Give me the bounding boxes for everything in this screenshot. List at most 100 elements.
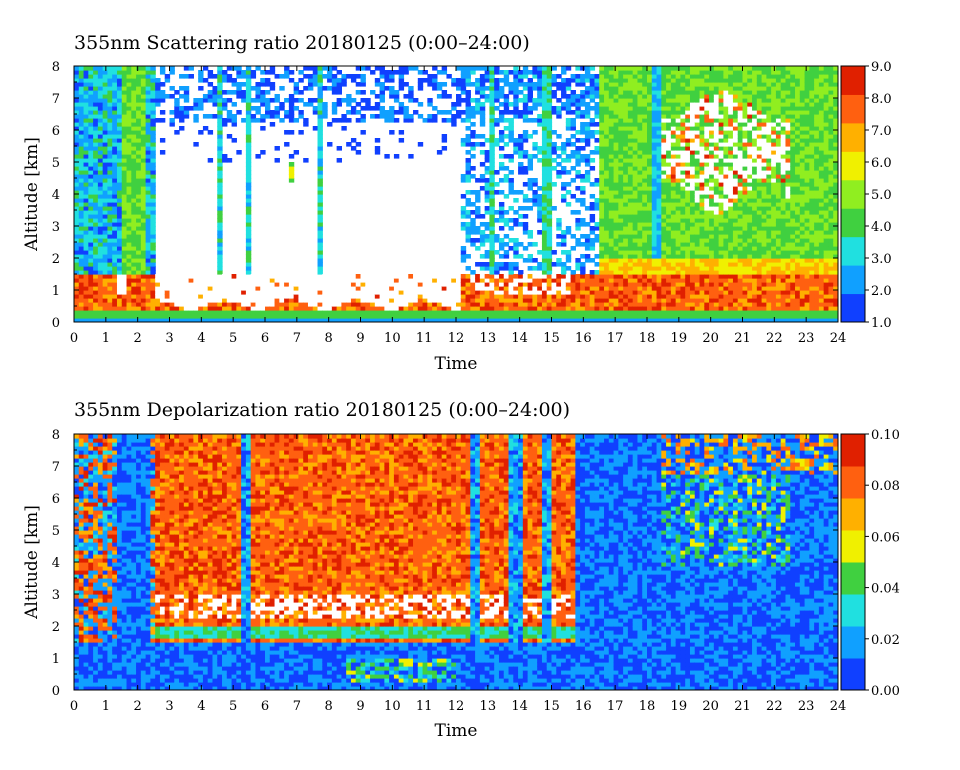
heatmap-cell <box>604 254 610 259</box>
heatmap-cell <box>413 302 419 307</box>
heatmap-cell <box>93 218 99 223</box>
heatmap-cell <box>522 114 529 119</box>
heatmap-cell <box>97 318 104 322</box>
heatmap-cell <box>580 78 586 83</box>
heatmap-cell <box>589 230 596 235</box>
heatmap-cell <box>97 70 104 75</box>
heatmap-cell <box>575 74 581 79</box>
heatmap-cell <box>116 274 123 279</box>
heatmap-cell <box>604 230 610 235</box>
heatmap-cell <box>694 290 701 295</box>
heatmap-cell <box>541 270 548 275</box>
heatmap-cell <box>599 310 605 315</box>
heatmap-cell <box>532 290 538 295</box>
heatmap-cell <box>126 134 132 139</box>
heatmap-cell <box>513 222 519 227</box>
heatmap-cell <box>131 294 137 299</box>
heatmap-cell <box>489 70 495 75</box>
heatmap-cell <box>527 178 533 183</box>
heatmap-cell <box>637 70 643 75</box>
heatmap-cell <box>680 250 686 255</box>
heatmap-cell <box>436 302 443 307</box>
heatmap-cell <box>604 74 610 79</box>
heatmap-cell <box>126 150 132 155</box>
heatmap-cell <box>642 302 648 307</box>
heatmap-cell <box>255 106 261 111</box>
heatmap-cell <box>145 250 151 255</box>
heatmap-cell <box>269 286 276 291</box>
heatmap-cell <box>527 230 533 235</box>
heatmap-cell <box>250 294 257 299</box>
heatmap-cell <box>503 294 510 299</box>
heatmap-cell <box>336 298 342 303</box>
heatmap-cell <box>479 150 486 155</box>
heatmap-cell <box>398 274 405 279</box>
heatmap-cell <box>97 250 104 255</box>
heatmap-cell <box>608 70 615 75</box>
heatmap-cell <box>599 234 605 239</box>
heatmap-cell <box>689 314 696 319</box>
heatmap-cell <box>618 70 624 75</box>
heatmap-cell <box>97 170 104 175</box>
heatmap-cell <box>570 306 576 311</box>
heatmap-cell <box>159 290 166 295</box>
heatmap-cell <box>647 302 653 307</box>
heatmap-cell <box>522 290 529 295</box>
heatmap-cell <box>685 242 691 247</box>
heatmap-cell <box>460 82 467 87</box>
heatmap-cell <box>479 174 486 179</box>
heatmap-cell <box>107 126 113 131</box>
heatmap-cell <box>580 82 586 87</box>
heatmap-cell <box>489 82 495 87</box>
heatmap-cell <box>360 90 366 95</box>
heatmap-cell <box>116 198 123 203</box>
heatmap-cell <box>140 78 147 83</box>
heatmap-cell <box>484 274 491 279</box>
heatmap-cell <box>112 86 118 91</box>
heatmap-cell <box>460 110 467 115</box>
heatmap-cell <box>198 70 204 75</box>
heatmap-cell <box>107 270 113 275</box>
heatmap-cell <box>136 314 142 319</box>
heatmap-cell <box>484 262 491 267</box>
heatmap-cell <box>150 102 156 107</box>
heatmap-cell <box>174 302 180 307</box>
heatmap-cell <box>498 102 505 107</box>
heatmap-cell <box>632 86 639 91</box>
heatmap-cell <box>647 162 653 167</box>
heatmap-cell <box>498 294 505 299</box>
heatmap-cell <box>489 126 495 131</box>
heatmap-cell <box>245 194 252 199</box>
heatmap-cell <box>346 310 352 315</box>
heatmap-cell <box>623 202 629 207</box>
heatmap-cell <box>112 166 118 171</box>
heatmap-cell <box>346 118 352 123</box>
heatmap-cell <box>680 254 686 259</box>
heatmap-cell <box>126 158 132 163</box>
heatmap-cell <box>546 194 553 199</box>
heatmap-cell <box>508 246 514 251</box>
heatmap-cell <box>685 246 691 251</box>
heatmap-cell <box>327 70 333 75</box>
heatmap-cell <box>97 142 104 147</box>
heatmap-cell <box>551 182 557 187</box>
heatmap-cell <box>159 98 166 103</box>
heatmap-cell <box>689 74 696 79</box>
heatmap-cell <box>102 190 109 195</box>
heatmap-cell <box>179 310 185 315</box>
heatmap-cell <box>346 282 352 287</box>
heatmap-cell <box>317 86 323 91</box>
heatmap-cell <box>599 214 605 219</box>
heatmap-cell <box>293 98 300 103</box>
heatmap-cell <box>465 210 471 215</box>
heatmap-cell <box>561 314 567 319</box>
heatmap-cell <box>460 318 467 322</box>
heatmap-cell <box>647 86 653 91</box>
heatmap-cell <box>522 150 529 155</box>
heatmap-cell <box>307 310 314 315</box>
heatmap-cell <box>155 90 161 95</box>
heatmap-cell <box>140 146 147 151</box>
heatmap-cell <box>398 106 405 111</box>
heatmap-cell <box>217 170 223 175</box>
heatmap-cell <box>584 178 591 183</box>
